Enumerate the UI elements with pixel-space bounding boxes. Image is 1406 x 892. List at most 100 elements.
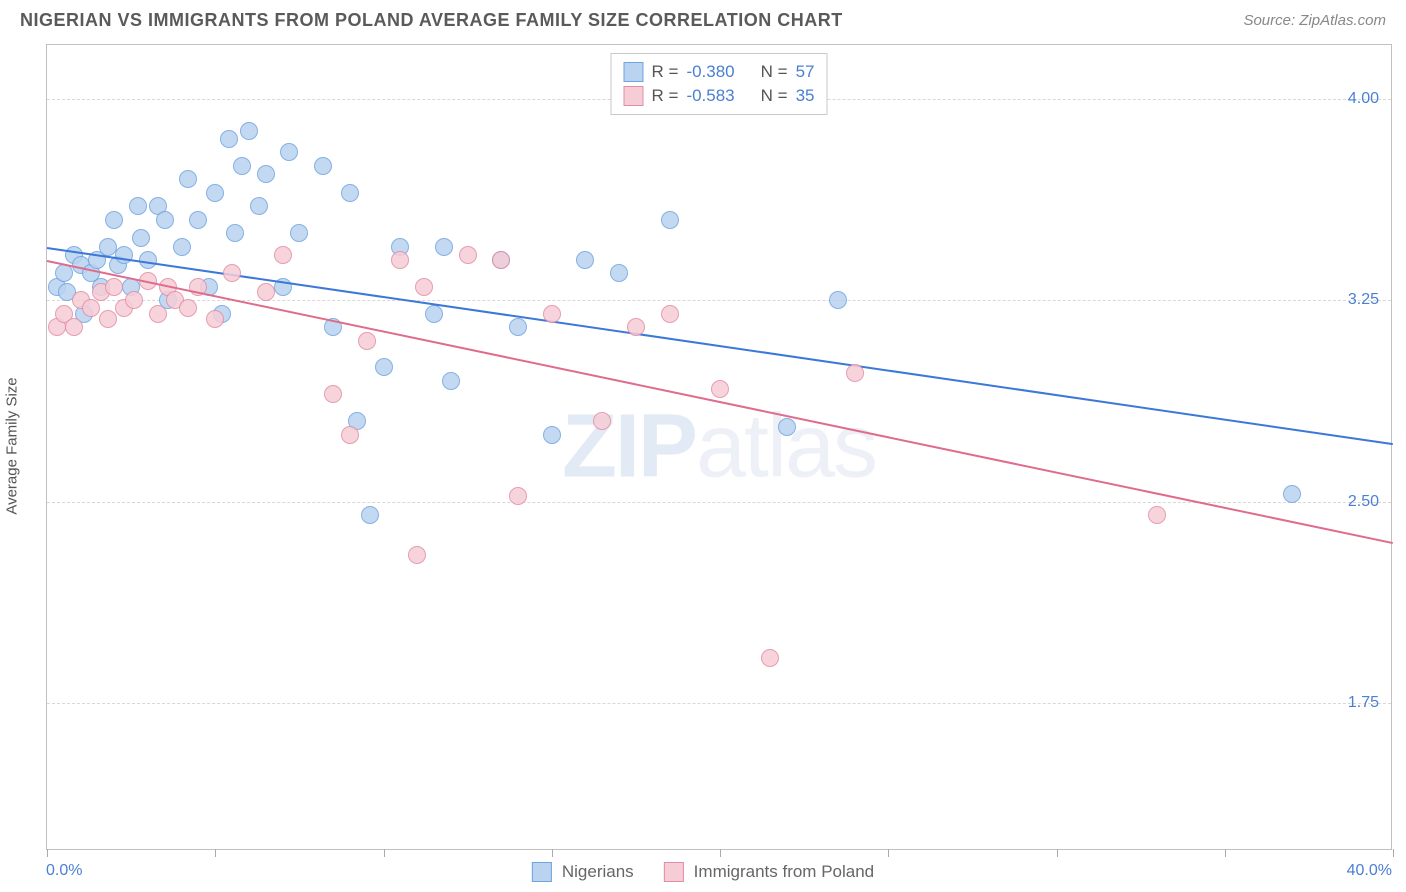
scatter-point [391,251,409,269]
scatter-point [149,305,167,323]
scatter-point [627,318,645,336]
scatter-point [509,487,527,505]
scatter-point [206,310,224,328]
r-value: -0.583 [686,86,734,106]
scatter-point [358,332,376,350]
scatter-point [223,264,241,282]
y-tick-label: 3.25 [1348,291,1379,309]
scatter-point [829,291,847,309]
scatter-point [105,278,123,296]
scatter-point [576,251,594,269]
plot-area: ZIPatlas 1.75 2.50 3.25 4.00 [47,45,1391,849]
legend-swatch [664,862,684,882]
scatter-point [543,426,561,444]
x-tick [888,849,889,857]
r-label: R = [652,62,679,82]
scatter-point [99,238,117,256]
scatter-point [593,412,611,430]
scatter-point [375,358,393,376]
scatter-point [290,224,308,242]
scatter-point [173,238,191,256]
scatter-point [226,224,244,242]
scatter-point [543,305,561,323]
trend-line [47,247,1393,445]
scatter-point [132,229,150,247]
scatter-point [778,418,796,436]
x-tick [1057,849,1058,857]
scatter-point [711,380,729,398]
scatter-point [220,130,238,148]
watermark: ZIPatlas [562,396,876,499]
scatter-point [257,283,275,301]
legend-series-label: Immigrants from Poland [694,862,874,882]
scatter-point [610,264,628,282]
legend-correlation-row: R =-0.380N =57 [624,60,815,84]
chart-header: NIGERIAN VS IMMIGRANTS FROM POLAND AVERA… [0,0,1406,35]
legend-swatch [624,86,644,106]
scatter-point [65,318,83,336]
n-label: N = [761,86,788,106]
scatter-point [274,246,292,264]
grid-line [47,703,1391,704]
scatter-point [125,291,143,309]
watermark-light: atlas [696,397,876,497]
scatter-point [509,318,527,336]
legend-series: Nigerians Immigrants from Poland [532,862,874,882]
scatter-point [314,157,332,175]
chart-title: NIGERIAN VS IMMIGRANTS FROM POLAND AVERA… [20,10,843,31]
scatter-point [435,238,453,256]
scatter-point [661,305,679,323]
scatter-point [82,299,100,317]
watermark-bold: ZIP [562,397,696,497]
scatter-point [240,122,258,140]
x-tick [215,849,216,857]
y-tick-label: 2.50 [1348,493,1379,511]
scatter-point [257,165,275,183]
scatter-point [341,184,359,202]
r-label: R = [652,86,679,106]
scatter-point [179,170,197,188]
scatter-point [129,197,147,215]
x-axis-min-label: 0.0% [46,862,82,880]
scatter-point [280,143,298,161]
chart-area: ZIPatlas 1.752.503.254.00 R =-0.380N =57… [46,44,1392,850]
scatter-point [105,211,123,229]
legend-series-item: Immigrants from Poland [664,862,874,882]
legend-swatch [624,62,644,82]
scatter-point [324,385,342,403]
scatter-point [189,211,207,229]
legend-swatch [532,862,552,882]
scatter-point [341,426,359,444]
legend-series-item: Nigerians [532,862,634,882]
scatter-point [408,546,426,564]
scatter-point [761,649,779,667]
r-value: -0.380 [686,62,734,82]
n-label: N = [761,62,788,82]
scatter-point [1148,506,1166,524]
x-tick [1225,849,1226,857]
legend-correlation: R =-0.380N =57R =-0.583N =35 [611,53,828,115]
scatter-point [99,310,117,328]
scatter-point [442,372,460,390]
y-tick-label: 4.00 [1348,90,1379,108]
source-label: Source: ZipAtlas.com [1243,12,1386,29]
scatter-point [425,305,443,323]
x-tick [47,849,48,857]
scatter-point [661,211,679,229]
scatter-point [1283,485,1301,503]
scatter-point [415,278,433,296]
legend-series-label: Nigerians [562,862,634,882]
n-value: 35 [796,86,815,106]
scatter-point [179,299,197,317]
scatter-point [846,364,864,382]
legend-correlation-row: R = -0.583 N = 35 [624,84,815,108]
scatter-point [206,184,224,202]
scatter-point [492,251,510,269]
y-axis-label: Average Family Size [4,377,21,514]
scatter-point [361,506,379,524]
y-tick-label: 1.75 [1348,694,1379,712]
x-tick [552,849,553,857]
x-tick [720,849,721,857]
scatter-point [459,246,477,264]
x-axis-max-label: 40.0% [1347,862,1392,880]
